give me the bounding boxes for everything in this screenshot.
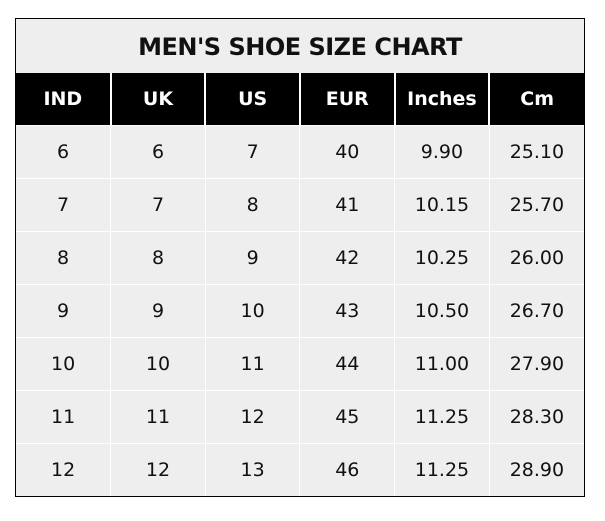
cell-ind: 9 [16, 284, 111, 338]
cell-eur: 41 [299, 178, 395, 232]
table-row: 9 9 10 43 10.50 26.70 [16, 284, 584, 338]
cell-us: 7 [204, 125, 300, 179]
cell-eur: 42 [299, 231, 395, 285]
cell-us: 9 [204, 231, 300, 285]
cell-ind: 8 [16, 231, 111, 285]
column-header-eur: EUR [298, 73, 395, 126]
header-row: IND UK US EUR Inches Cm [16, 73, 584, 126]
cell-cm: 27.90 [488, 337, 584, 391]
column-header-uk: UK [109, 73, 206, 126]
cell-us: 13 [204, 443, 300, 496]
column-header-cm: Cm [488, 73, 584, 126]
cell-us: 10 [204, 284, 300, 338]
cell-ind: 11 [16, 390, 111, 444]
cell-cm: 25.70 [488, 178, 584, 232]
cell-cm: 26.00 [488, 231, 584, 285]
cell-ind: 10 [16, 337, 111, 391]
cell-eur: 44 [299, 337, 395, 391]
chart-title: MEN'S SHOE SIZE CHART [138, 33, 462, 61]
cell-eur: 46 [299, 443, 395, 496]
cell-uk: 6 [110, 125, 206, 179]
cell-uk: 8 [110, 231, 206, 285]
cell-uk: 12 [110, 443, 206, 496]
cell-ind: 6 [16, 125, 111, 179]
cell-us: 11 [204, 337, 300, 391]
cell-inches: 10.50 [394, 284, 490, 338]
table-row: 10 10 11 44 11.00 27.90 [16, 337, 584, 391]
cell-uk: 11 [110, 390, 206, 444]
cell-cm: 28.30 [488, 390, 584, 444]
column-header-us: US [204, 73, 300, 126]
cell-ind: 7 [16, 178, 111, 232]
table-row: 7 7 8 41 10.15 25.70 [16, 178, 584, 232]
column-header-inches: Inches [393, 73, 490, 126]
size-chart: MEN'S SHOE SIZE CHART IND UK US EUR Inches Cm… [15, 18, 585, 497]
cell-eur: 43 [299, 284, 395, 338]
cell-us: 8 [204, 178, 300, 232]
column-header-ind: IND [16, 73, 111, 126]
cell-uk: 7 [110, 178, 206, 232]
cell-cm: 28.90 [488, 443, 584, 496]
table-row: 6 6 7 40 9.90 25.10 [16, 125, 584, 179]
cell-inches: 11.25 [394, 390, 490, 444]
table-row: 12 12 13 46 11.25 28.90 [16, 443, 584, 496]
cell-inches: 11.00 [394, 337, 490, 391]
cell-ind: 12 [16, 443, 111, 496]
cell-uk: 10 [110, 337, 206, 391]
cell-us: 12 [204, 390, 300, 444]
cell-inches: 9.90 [394, 125, 490, 179]
cell-cm: 25.10 [488, 125, 584, 179]
size-table: IND UK US EUR Inches Cm 6 6 7 40 9.90 25.10 7 7 8 41 10… [16, 73, 584, 496]
cell-inches: 10.15 [394, 178, 490, 232]
cell-inches: 10.25 [394, 231, 490, 285]
table-row: 8 8 9 42 10.25 26.00 [16, 231, 584, 285]
cell-inches: 11.25 [394, 443, 490, 496]
table-row: 11 11 12 45 11.25 28.30 [16, 390, 584, 444]
cell-cm: 26.70 [488, 284, 584, 338]
cell-eur: 40 [299, 125, 395, 179]
cell-uk: 9 [110, 284, 206, 338]
cell-eur: 45 [299, 390, 395, 444]
